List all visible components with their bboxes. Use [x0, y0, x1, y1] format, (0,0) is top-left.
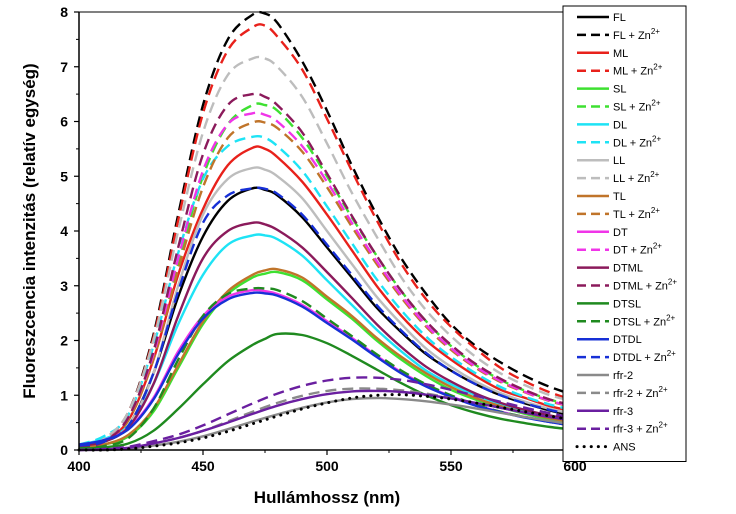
legend-label: DTML: [613, 263, 643, 275]
legend-label: FL + Zn2+: [613, 27, 660, 42]
series-line-rfr-2: [78, 396, 576, 452]
legend-label: DL + Zn2+: [613, 134, 661, 149]
x-tick-label: 400: [67, 458, 91, 474]
x-tick-label: 550: [439, 458, 463, 474]
series-line-dtml: [78, 221, 576, 447]
series-line-dtsl: [78, 332, 576, 451]
series-line-dtml-plus-zn2plus: [78, 92, 576, 449]
legend-label: DTDL + Zn2+: [613, 349, 676, 364]
series-line-rfr-3-plus-zn2plus: [78, 376, 576, 452]
series-line-rfr-2-plus-zn2plus: [78, 387, 576, 452]
legend-label: SL: [613, 84, 626, 96]
legend-label: LL + Zn2+: [613, 170, 660, 185]
legend: FL FL + Zn2+ ML ML + Zn2+ SL SL + Zn2+ DL DL + …: [562, 5, 687, 462]
series-line-dl-plus-zn2plus: [78, 134, 576, 446]
legend-label: DT: [613, 227, 628, 239]
legend-box: [562, 5, 687, 462]
legend-label: DL: [613, 119, 627, 131]
legend-label: DTML + Zn2+: [613, 278, 677, 293]
legend-label: DTSL: [613, 298, 641, 310]
legend-label: DTSL + Zn2+: [613, 313, 676, 328]
y-axis-title: Fluoreszcencia intenzitás (relatív egysé…: [20, 63, 39, 398]
legend-label: TL + Zn2+: [613, 206, 660, 221]
legend-label: ML + Zn2+: [613, 63, 663, 78]
series-line-dtdl: [78, 291, 576, 446]
series-line-dtdl-plus-zn2plus: [78, 186, 576, 447]
y-tick-label: 7: [60, 59, 68, 75]
legend-label: rfr-2: [613, 370, 633, 382]
y-tick-label: 3: [60, 278, 68, 294]
y-tick-label: 0: [60, 442, 68, 458]
y-tick-label: 5: [60, 168, 68, 184]
x-axis-title: Hullámhossz (nm): [254, 488, 400, 507]
y-tick-label: 8: [60, 4, 68, 20]
series-line-tl: [78, 267, 576, 449]
y-tick-label: 4: [60, 223, 68, 239]
legend-label: rfr-2 + Zn2+: [613, 385, 668, 400]
series-line-ml-plus-zn2plus: [78, 23, 576, 449]
y-tick-label: 6: [60, 114, 68, 130]
plot-lines: [77, 10, 577, 452]
legend-label: FL: [613, 12, 626, 24]
series-line-sl: [78, 270, 576, 449]
legend-label: TL: [613, 191, 626, 203]
x-tick-label: 450: [191, 458, 215, 474]
series-line-ll: [78, 166, 576, 447]
legend-label: rfr-3 + Zn2+: [613, 421, 668, 436]
legend-label: DTDL: [613, 334, 642, 346]
legend-label: ANS: [613, 442, 636, 454]
legend-label: SL + Zn2+: [613, 99, 661, 114]
series-line-ll-plus-zn2plus: [78, 55, 576, 449]
legend-label: DT + Zn2+: [613, 242, 662, 257]
legend-label: rfr-3: [613, 406, 633, 418]
legend-label: ML: [613, 48, 628, 60]
series-line-rfr-3: [78, 389, 576, 452]
series-line-dt-plus-zn2plus: [78, 111, 576, 449]
y-tick-label: 1: [60, 387, 68, 403]
legend-label: LL: [613, 155, 625, 167]
y-tick-label: 2: [60, 333, 68, 349]
x-tick-label: 500: [315, 458, 339, 474]
